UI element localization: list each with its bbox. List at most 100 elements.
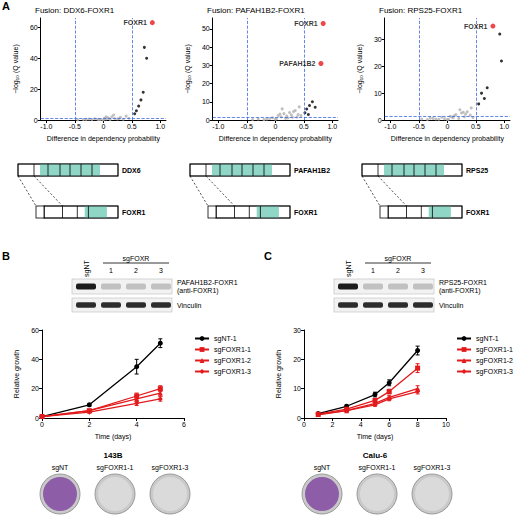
svg-text:-1.0: -1.0 xyxy=(40,123,52,130)
svg-text:RPS25-FOXR1: RPS25-FOXR1 xyxy=(439,279,487,286)
svg-text:sgFOXR1-3: sgFOXR1-3 xyxy=(414,464,451,472)
svg-text:Fusion: RPS25-FOXR1: Fusion: RPS25-FOXR1 xyxy=(379,6,463,15)
svg-text:30: 30 xyxy=(202,62,210,69)
svg-text:0: 0 xyxy=(378,117,382,124)
svg-text:0.5: 0.5 xyxy=(471,123,481,130)
svg-text:sgFOXR1-1: sgFOXR1-1 xyxy=(359,464,396,472)
svg-text:-0.5: -0.5 xyxy=(413,123,425,130)
svg-text:10: 10 xyxy=(293,385,301,392)
svg-text:Difference in dependency proba: Difference in dependency probability xyxy=(391,135,505,143)
svg-text:1: 1 xyxy=(371,267,375,274)
svg-text:-0.5: -0.5 xyxy=(69,123,81,130)
svg-text:sgNT-1: sgNT-1 xyxy=(476,335,499,343)
svg-text:Time (days): Time (days) xyxy=(95,433,132,441)
svg-text:50: 50 xyxy=(202,25,210,32)
svg-text:60: 60 xyxy=(31,327,39,334)
svg-text:sgNT: sgNT xyxy=(52,464,69,472)
svg-text:sgFOXR1-1: sgFOXR1-1 xyxy=(214,346,251,354)
svg-text:Difference in dependency proba: Difference in dependency probability xyxy=(47,135,161,143)
svg-text:0: 0 xyxy=(101,123,105,130)
svg-text:1.0: 1.0 xyxy=(499,123,509,130)
svg-text:20: 20 xyxy=(293,356,301,363)
svg-text:FOXR1: FOXR1 xyxy=(294,20,317,27)
svg-text:20: 20 xyxy=(30,86,38,93)
svg-text:sgFOXR1-2: sgFOXR1-2 xyxy=(476,357,513,365)
svg-text:sgFOXR1-2: sgFOXR1-2 xyxy=(214,357,251,365)
svg-text:Relative growth: Relative growth xyxy=(13,350,21,398)
svg-text:-1.0: -1.0 xyxy=(212,123,224,130)
svg-text:sgFOXR: sgFOXR xyxy=(385,255,412,263)
svg-text:2: 2 xyxy=(330,421,334,428)
svg-text:DDX6: DDX6 xyxy=(122,167,141,174)
svg-text:sgFOXR1-3: sgFOXR1-3 xyxy=(476,368,513,376)
svg-text:0: 0 xyxy=(34,117,38,124)
svg-text:FOXR1: FOXR1 xyxy=(123,19,146,26)
svg-text:PAFAH1B2-FOXR1: PAFAH1B2-FOXR1 xyxy=(177,279,238,286)
svg-text:0: 0 xyxy=(302,421,306,428)
svg-text:10: 10 xyxy=(374,90,382,97)
svg-text:0: 0 xyxy=(297,415,301,422)
svg-text:Fusion: PAFAH1B2-FOXR1: Fusion: PAFAH1B2-FOXR1 xyxy=(207,6,305,15)
svg-text:sgFOXR1-3: sgFOXR1-3 xyxy=(214,368,251,376)
svg-text:2: 2 xyxy=(134,267,138,274)
svg-text:FOXR1: FOXR1 xyxy=(466,209,489,216)
svg-text:0: 0 xyxy=(445,123,449,130)
svg-text:FOXR1: FOXR1 xyxy=(294,209,317,216)
svg-text:(anti-FOXR1): (anti-FOXR1) xyxy=(439,287,481,295)
svg-text:−log₁₀ (Q value): −log₁₀ (Q value) xyxy=(12,44,20,93)
svg-text:40: 40 xyxy=(31,356,39,363)
svg-text:sgFOXR1-3: sgFOXR1-3 xyxy=(152,464,189,472)
svg-text:Calu-6: Calu-6 xyxy=(363,451,388,460)
svg-text:143B: 143B xyxy=(103,451,122,460)
svg-text:FOXR1: FOXR1 xyxy=(464,23,487,30)
svg-text:6: 6 xyxy=(387,421,391,428)
svg-text:−log₁₀ (Q value): −log₁₀ (Q value) xyxy=(356,44,364,93)
svg-text:10: 10 xyxy=(202,98,210,105)
svg-text:0: 0 xyxy=(273,123,277,130)
svg-text:RPS25: RPS25 xyxy=(466,167,488,174)
svg-text:1.0: 1.0 xyxy=(155,123,165,130)
svg-text:sgNT: sgNT xyxy=(314,464,331,472)
svg-text:2: 2 xyxy=(87,421,91,428)
svg-text:4: 4 xyxy=(359,421,363,428)
svg-text:0.5: 0.5 xyxy=(299,123,309,130)
svg-text:sgNT: sgNT xyxy=(83,260,91,277)
svg-text:Vinculin: Vinculin xyxy=(439,302,463,309)
svg-text:Relative growth: Relative growth xyxy=(275,350,283,398)
svg-text:-0.5: -0.5 xyxy=(241,123,253,130)
svg-text:8: 8 xyxy=(416,421,420,428)
svg-text:sgFOXR: sgFOXR xyxy=(123,255,150,263)
svg-text:10: 10 xyxy=(442,421,450,428)
svg-text:0: 0 xyxy=(35,415,39,422)
svg-text:1: 1 xyxy=(109,267,113,274)
svg-text:30: 30 xyxy=(293,327,301,334)
svg-text:3: 3 xyxy=(159,267,163,274)
svg-text:FOXR1: FOXR1 xyxy=(122,209,145,216)
svg-text:6: 6 xyxy=(182,421,186,428)
svg-text:3: 3 xyxy=(421,267,425,274)
svg-text:4: 4 xyxy=(135,421,139,428)
svg-text:60: 60 xyxy=(30,24,38,31)
svg-text:Time (days): Time (days) xyxy=(357,433,394,441)
svg-text:20: 20 xyxy=(31,385,39,392)
svg-text:2: 2 xyxy=(396,267,400,274)
svg-text:20: 20 xyxy=(202,80,210,87)
svg-text:Vinculin: Vinculin xyxy=(177,302,201,309)
svg-text:PAFAH1B2: PAFAH1B2 xyxy=(294,167,330,174)
svg-text:0.5: 0.5 xyxy=(127,123,137,130)
svg-text:Difference in dependency proba: Difference in dependency probability xyxy=(219,135,333,143)
svg-text:sgNT: sgNT xyxy=(345,260,353,277)
svg-text:40: 40 xyxy=(30,55,38,62)
svg-text:PAFAH1B2: PAFAH1B2 xyxy=(279,60,315,67)
svg-text:30: 30 xyxy=(374,36,382,43)
svg-text:0: 0 xyxy=(40,421,44,428)
svg-text:20: 20 xyxy=(374,63,382,70)
svg-text:sgFOXR1-1: sgFOXR1-1 xyxy=(476,346,513,354)
svg-text:Fusion: DDX6-FOXR1: Fusion: DDX6-FOXR1 xyxy=(35,6,115,15)
svg-text:-1.0: -1.0 xyxy=(384,123,396,130)
svg-text:40: 40 xyxy=(202,44,210,51)
svg-text:sgFOXR1-1: sgFOXR1-1 xyxy=(97,464,134,472)
svg-text:−log₁₀ (Q value): −log₁₀ (Q value) xyxy=(184,44,192,93)
svg-text:0: 0 xyxy=(206,117,210,124)
svg-text:(anti-FOXR1): (anti-FOXR1) xyxy=(177,287,219,295)
